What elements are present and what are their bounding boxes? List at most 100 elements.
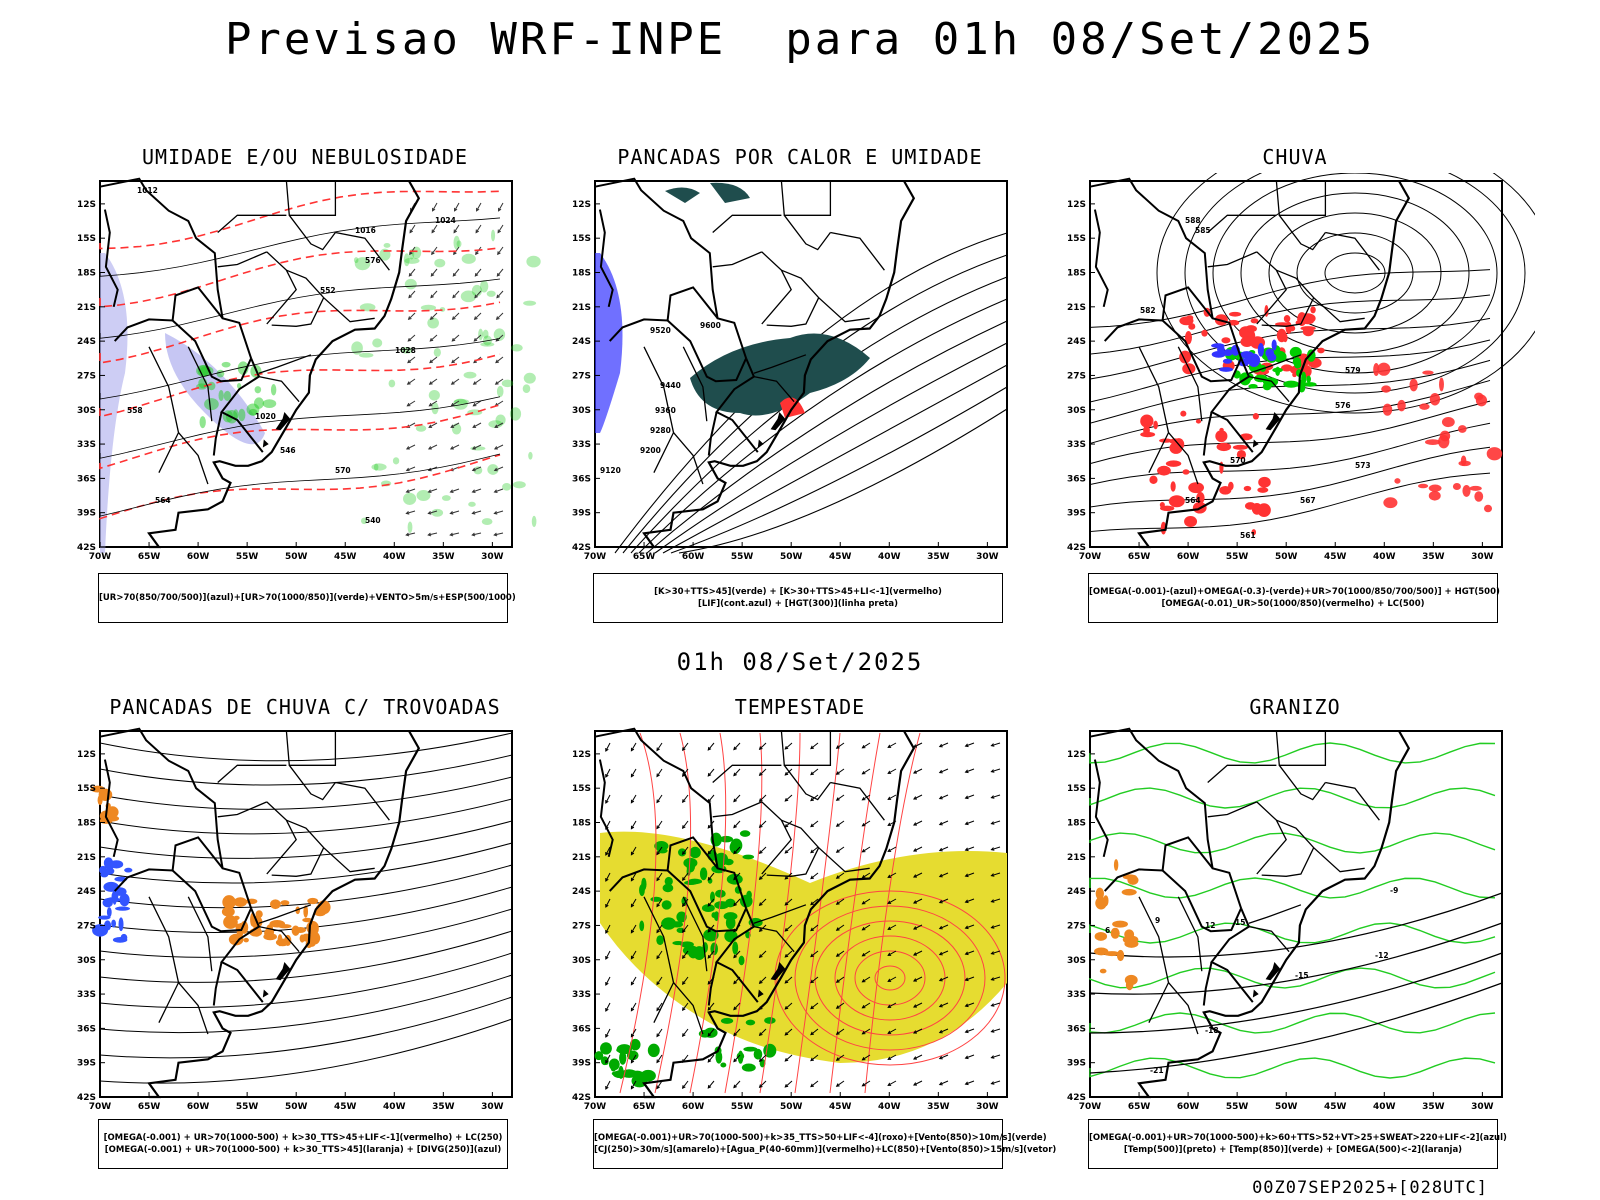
wind-vector: [939, 1054, 949, 1060]
omega500-area: [1116, 949, 1125, 962]
wind-vector: [707, 950, 715, 959]
wind-vector: [835, 927, 840, 931]
lon-tick-label: 55W: [236, 552, 259, 562]
wind-vector: [965, 820, 975, 825]
lon-tick-label: 45W: [1324, 1102, 1347, 1112]
wind-vector: [605, 1028, 611, 1038]
rain-area: [1182, 469, 1190, 475]
lon-tick-label: 55W: [236, 1102, 259, 1112]
wind-vector: [656, 825, 660, 830]
wind-vector: [605, 1054, 611, 1064]
wind-vector: [939, 950, 949, 956]
humid-upper-area: [100, 253, 128, 553]
lat-tick-label: 30S: [572, 406, 591, 416]
lat-tick-label: 39S: [77, 509, 96, 519]
wind-vector: [630, 976, 637, 985]
wind-vector: [758, 954, 763, 959]
humid-lower-contour: [488, 420, 503, 428]
lon-tick-label: 60W: [187, 552, 210, 562]
divergence-area: [119, 893, 130, 907]
wind-vector: [605, 747, 609, 752]
humid-lower-contour: [509, 407, 522, 421]
wind-vector: [862, 768, 871, 775]
humid-lower-contour: [216, 369, 225, 378]
wind850-area: [594, 1051, 604, 1061]
wind-vector: [965, 1028, 975, 1033]
lat-tick-label: 42S: [572, 543, 591, 553]
humid-lower-contour: [481, 518, 493, 526]
wind-vector: [835, 823, 840, 827]
wind-vector: [681, 929, 686, 934]
rain-area: [1257, 503, 1271, 518]
wind850-area: [661, 917, 677, 930]
streamline: [99, 842, 513, 884]
wind-vector: [681, 825, 686, 830]
wind-vector: [605, 877, 609, 882]
lon-tick-label: 40W: [1373, 552, 1396, 562]
rain-area: [1143, 425, 1150, 436]
wind-vector: [887, 1002, 897, 1008]
wind850-area: [736, 1052, 745, 1060]
rain-area: [1258, 476, 1271, 488]
wind-vector: [707, 1058, 712, 1063]
wind-vector: [707, 794, 715, 803]
lat-tick-label: 12S: [1067, 750, 1086, 760]
wind-vector: [451, 400, 460, 407]
rain-area: [1458, 425, 1467, 433]
wind-vector: [991, 794, 1001, 799]
map-heat-convection: 9120 9200 9280 9360 9440 9520 9600 12S 15S 18S 21S…: [572, 177, 1008, 562]
humid-lower-contour: [392, 457, 400, 465]
wind-vector: [939, 742, 949, 748]
wind-vector: [862, 976, 871, 983]
wind-vector: [408, 294, 412, 299]
wind-vector: [964, 977, 969, 982]
country-border: [220, 907, 264, 1003]
contour-label: -15: [1295, 971, 1309, 980]
wind-vector: [450, 422, 460, 428]
wind-vector: [498, 207, 502, 212]
state-border: [217, 801, 268, 818]
wind-vector: [991, 768, 1001, 773]
wind-vector: [964, 951, 969, 956]
wind-vector: [836, 794, 845, 801]
rain-area: [1180, 410, 1187, 417]
wind-vector: [913, 874, 917, 878]
rain-area: [1257, 487, 1269, 493]
rain-area: [1195, 419, 1202, 424]
wind-vector: [474, 272, 479, 277]
wind-vector: [428, 402, 433, 407]
humid-lower-contour: [218, 389, 224, 402]
wind-vector: [406, 510, 416, 514]
lon-tick-label: 60W: [1177, 1102, 1200, 1112]
wind-vector: [759, 794, 767, 802]
height-contour: [1156, 173, 1535, 414]
wind-vector: [681, 851, 686, 856]
wind-vector: [887, 768, 897, 774]
state-border: [1248, 375, 1290, 403]
wind-vector: [784, 849, 789, 854]
wind-vector: [495, 378, 504, 385]
wind-vector: [497, 224, 504, 233]
wind-vector: [429, 378, 438, 385]
wind-vector: [939, 794, 949, 800]
wind850-area: [608, 1058, 620, 1071]
country-border: [212, 961, 223, 1006]
rain-area: [1462, 484, 1471, 497]
weak-omega-area: [1219, 367, 1234, 372]
wind850-area: [662, 883, 674, 893]
thickness-contour: [99, 247, 501, 308]
wind850-area: [764, 1017, 776, 1024]
state-border: [285, 730, 337, 766]
wind-vector: [630, 981, 635, 986]
humid-lower-contour: [502, 483, 512, 491]
humid-lower-contour: [403, 492, 417, 505]
wind-vector: [605, 1059, 609, 1064]
legend-box: [OMEGA(-0.001) + UR>70(1000-500) + k>30_…: [98, 1119, 508, 1169]
country-border: [1103, 286, 1214, 342]
wind-vector: [784, 898, 793, 906]
state-border: [780, 730, 832, 766]
wind-vector: [991, 924, 1001, 929]
wind-vector: [630, 799, 635, 804]
rain-area: [1441, 416, 1455, 428]
wind-vector: [913, 848, 917, 852]
